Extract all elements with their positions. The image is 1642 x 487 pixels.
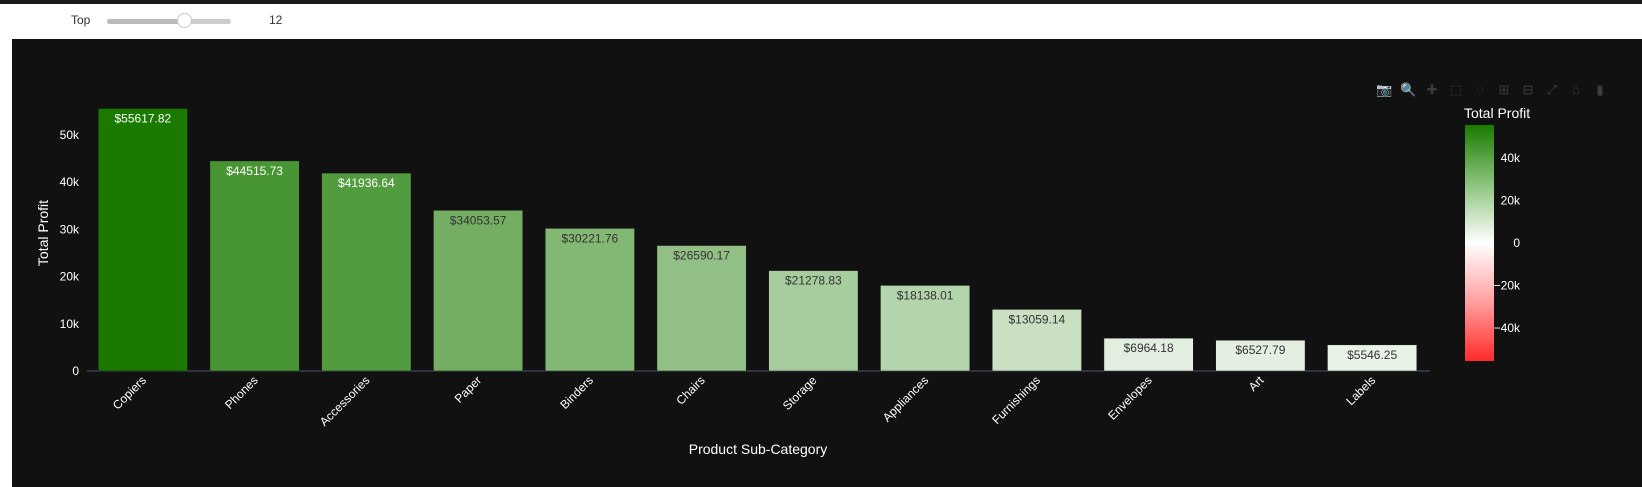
camera-icon[interactable]: 📷 [1376,82,1393,97]
colorbar-tick-label: −20k [1494,278,1521,292]
bar-value-label: $18138.01 [897,288,954,302]
bar-value-label: $13059.14 [1009,312,1066,326]
pan-icon[interactable]: ✚ [1426,82,1438,97]
zoom-in-icon[interactable]: ⊞ [1498,82,1510,97]
lasso-select-icon[interactable]: ◌ [1476,82,1484,97]
bar-paper[interactable] [433,210,524,372]
bar-copiers[interactable] [97,108,188,372]
y-axis-title: Total Profit [35,200,51,266]
reset-axes-icon[interactable]: ⌂ [1572,82,1580,97]
bar-furnishings[interactable] [991,309,1082,372]
bar-art[interactable] [1215,339,1306,372]
slider-handle[interactable] [177,13,193,28]
x-tick-label: Labels [1343,373,1378,408]
x-tick-label: Paper [452,373,485,406]
x-axis-title: Product Sub-Category [689,441,828,457]
y-tick-label: 30k [60,222,80,236]
colorbar-scale [1465,125,1494,361]
slider-fill [107,19,186,24]
y-tick-label: 50k [60,128,80,142]
autoscale-icon[interactable]: ⤢ [1546,82,1558,97]
colorbar-tick-label: −40k [1494,321,1521,335]
colorbar-tick-label: 40k [1501,151,1521,165]
y-tick-label: 10k [60,317,80,331]
zoom-icon[interactable]: 🔍 [1400,82,1417,97]
window-top-border [0,0,1642,4]
bar-chairs[interactable] [656,245,747,372]
x-tick-label: Art [1246,373,1267,394]
bar-value-label: $21278.83 [785,274,842,288]
bar-labels[interactable] [1327,344,1418,372]
bar-accessories[interactable] [321,172,412,372]
zoom-out-icon[interactable]: ⊟ [1522,82,1534,97]
x-tick-label: Phones [222,373,261,412]
colorbar-tick-label: 20k [1501,194,1521,208]
bar-chart: 0 10k 20k 30k 40k 50k $55617.82 $44515.73 $4193… [35,105,1530,457]
bar-envelopes[interactable] [1103,337,1194,372]
bar-phones[interactable] [209,160,300,372]
plotly-logo-icon[interactable]: ▮ [1596,82,1604,97]
box-select-icon[interactable]: ⬚ [1449,82,1463,97]
colorbar-tick-label: 0 [1513,236,1520,250]
y-tick-label: 0 [72,364,79,378]
x-tick-label: Furnishings [989,373,1043,427]
top-n-slider[interactable] [107,13,231,28]
bar-value-label: $44515.73 [226,164,283,178]
bar-value-label: $30221.76 [562,231,619,245]
x-tick-label: Storage [780,373,820,413]
colorbar-title: Total Profit [1464,105,1530,121]
bar-value-label: $26590.17 [673,248,730,262]
top-n-value: 12 [269,13,283,27]
plot-modebar: 📷 🔍 ✚ ⬚ ◌ ⊞ ⊟ ⤢ ⌂ ▮ [1376,82,1608,98]
bar-storage[interactable] [768,270,859,372]
chart-panel: 0 10k 20k 30k 40k 50k $55617.82 $44515.73 $4193… [12,39,1642,487]
top-n-controls: Top 12 [0,4,1642,38]
y-tick-label: 20k [60,270,80,284]
x-tick-label: Envelopes [1105,373,1155,423]
bar-binders[interactable] [544,228,635,372]
bar-appliances[interactable] [880,285,971,372]
top-label: Top [71,13,91,27]
bar-value-label: $6527.79 [1235,343,1285,357]
bar-value-label: $41936.64 [338,176,395,190]
x-tick-label: Copiers [110,373,149,412]
bar-value-label: $5546.25 [1347,348,1397,362]
bar-value-label: $34053.57 [450,213,507,227]
bar-value-label: $6964.18 [1124,341,1174,355]
x-tick-label: Binders [557,373,596,412]
x-tick-label: Appliances [880,373,931,424]
bar-value-label: $55617.82 [115,111,172,125]
y-tick-label: 40k [60,175,80,189]
x-tick-label: Chairs [673,373,707,407]
x-tick-label: Accessories [317,373,373,429]
